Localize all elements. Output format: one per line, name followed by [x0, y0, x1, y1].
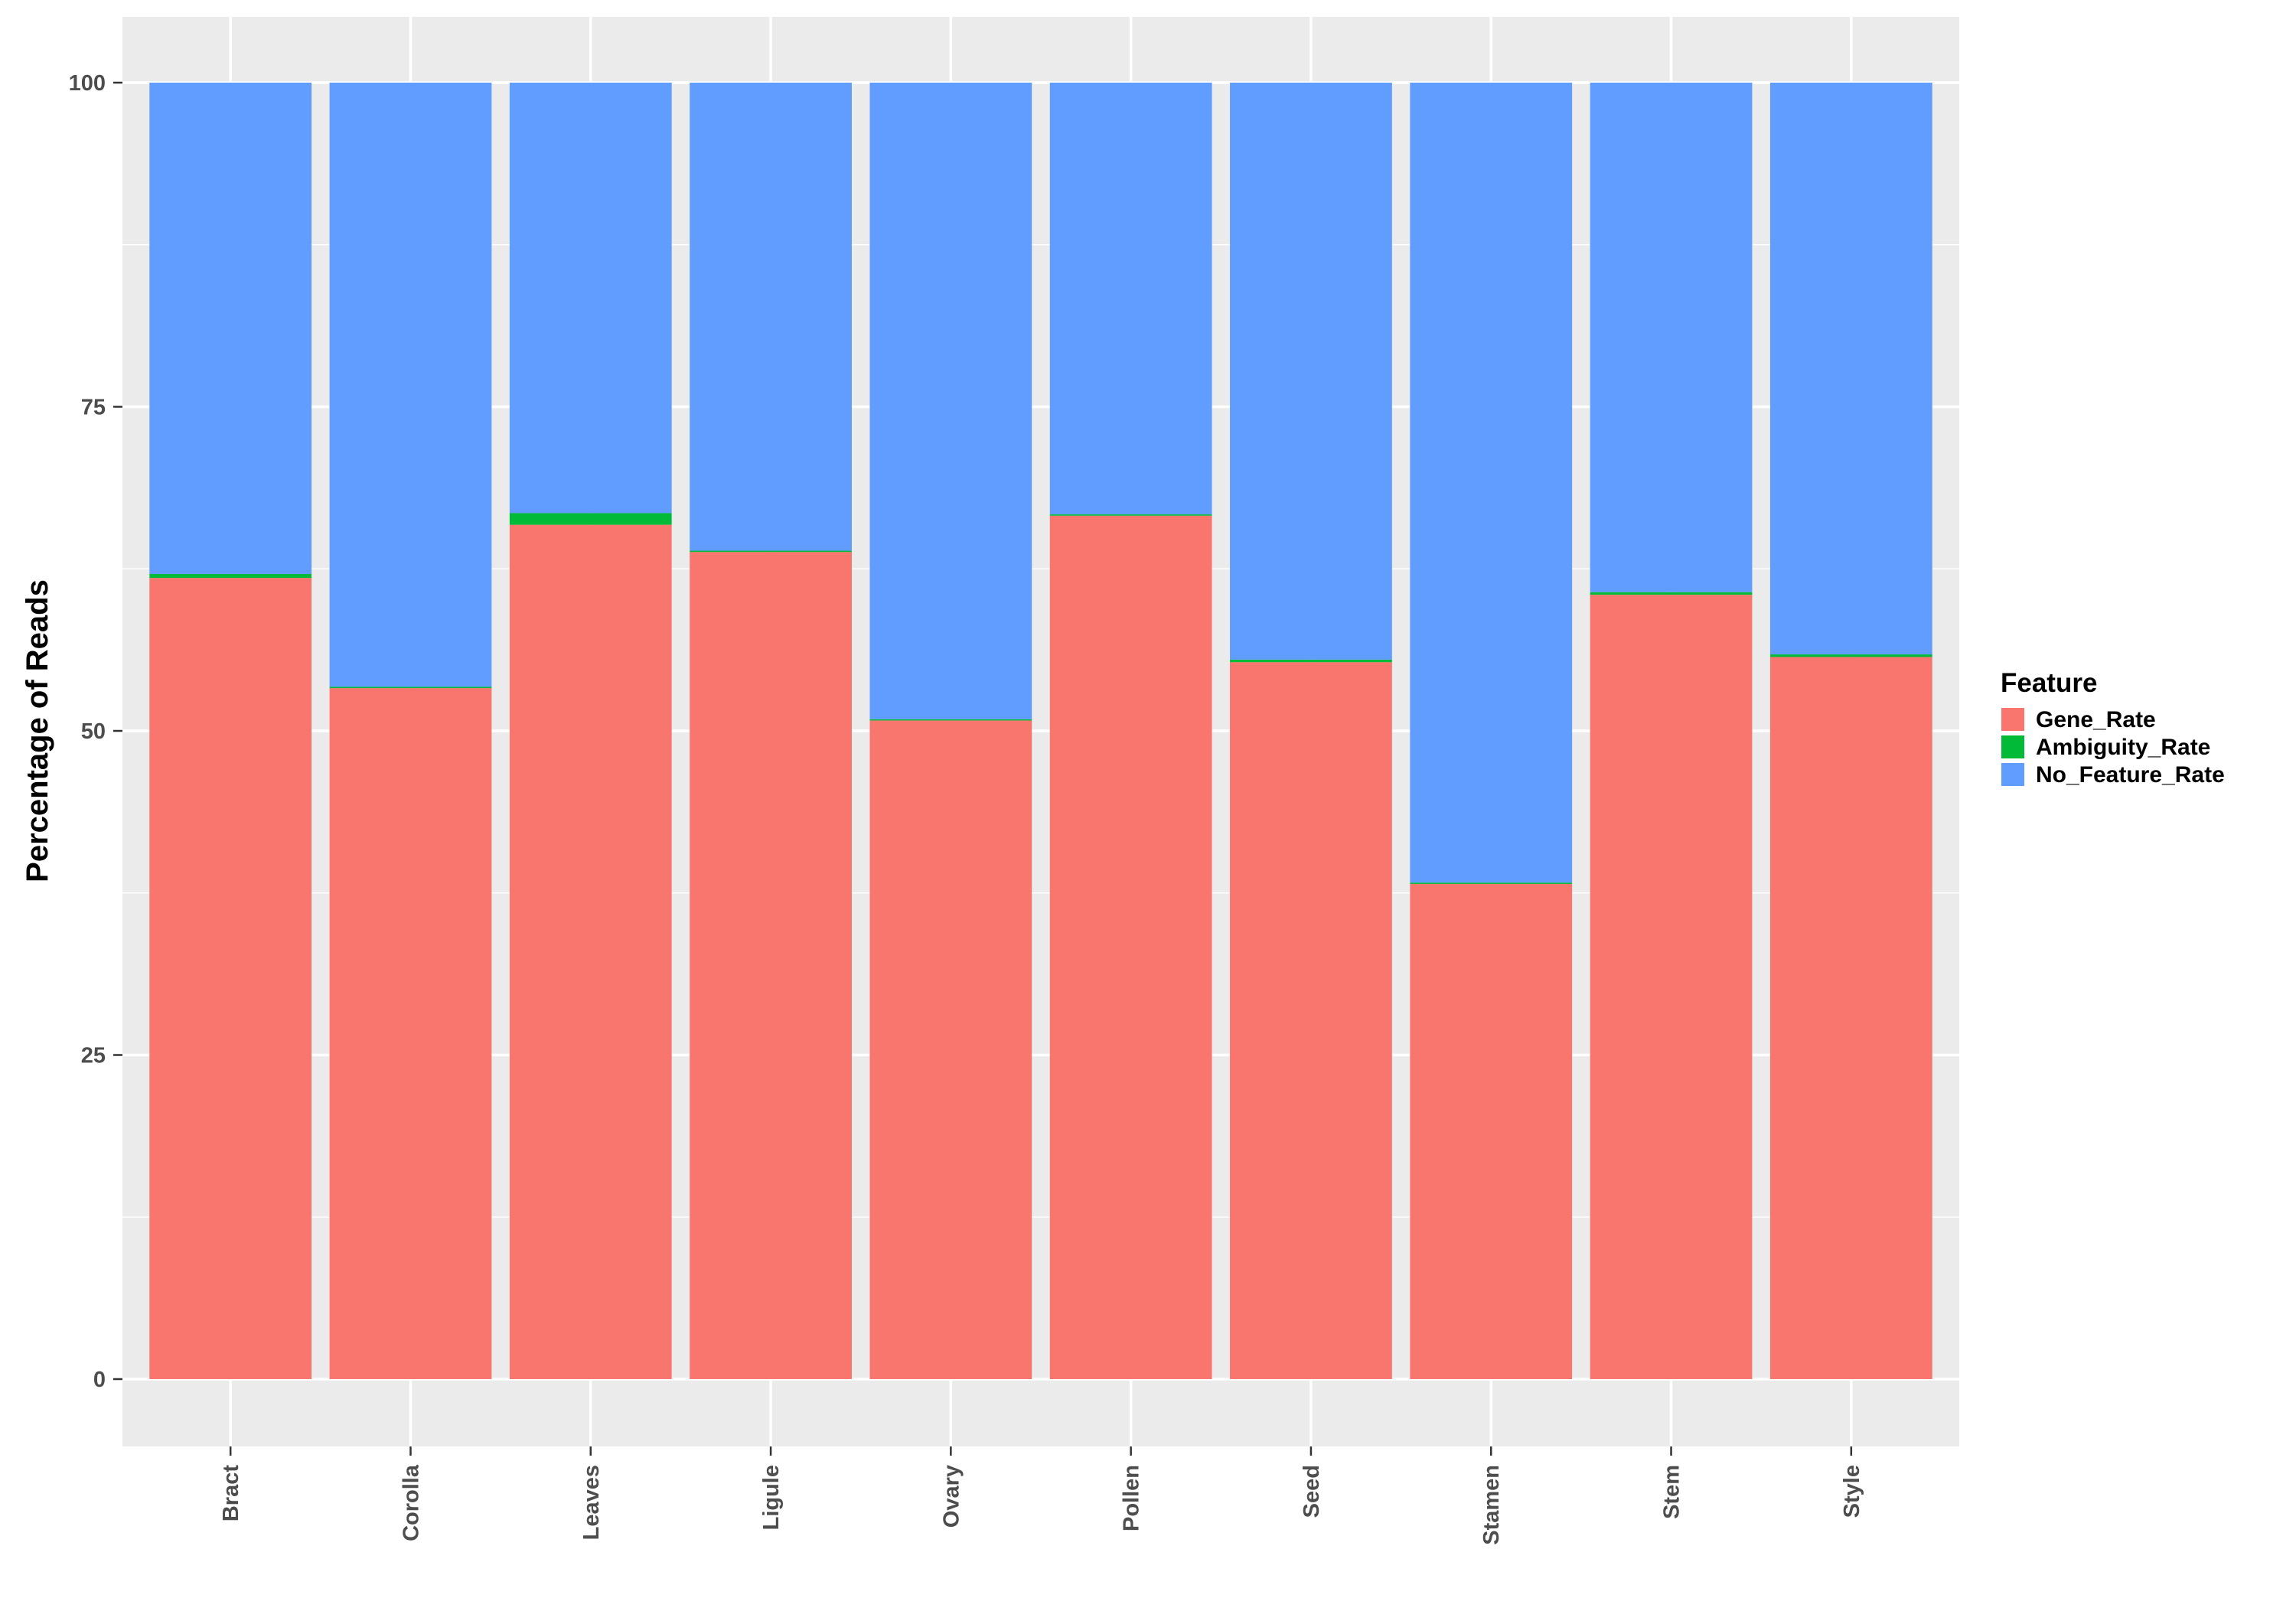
legend-key — [2000, 761, 2026, 788]
bar-segment — [690, 83, 852, 551]
bar-segment — [1049, 515, 1212, 1379]
x-tick-label: Stamen — [1479, 1465, 1504, 1545]
bar-segment — [149, 574, 312, 579]
legend-title: Feature — [2001, 668, 2097, 698]
bar-segment — [509, 524, 672, 1379]
y-tick-label: 100 — [69, 71, 106, 96]
bar-segment — [509, 513, 672, 525]
bar-segment — [149, 578, 312, 1380]
bar-segment — [869, 720, 1032, 1379]
bar-segment — [1049, 514, 1212, 516]
y-tick-label: 75 — [81, 396, 106, 420]
bar-segment — [690, 550, 852, 553]
x-tick-label: Style — [1840, 1465, 1864, 1518]
bar-segment — [869, 719, 1032, 721]
x-tick-label: Leaves — [579, 1465, 604, 1540]
bar-segment — [1769, 657, 1932, 1379]
legend-key — [2000, 734, 2026, 760]
bar-segment — [149, 83, 312, 575]
bar-segment — [1769, 654, 1932, 657]
legend-key — [2000, 706, 2026, 732]
y-axis: 0 25 50 75 100 — [69, 71, 122, 1392]
bar-segment — [1769, 83, 1932, 655]
bar-segment — [1590, 595, 1753, 1379]
bar-segment — [329, 686, 492, 689]
x-tick-label: Seed — [1300, 1465, 1324, 1518]
legend-label: Ambiguity_Rate — [2036, 735, 2210, 760]
x-axis: Bract Corolla Leaves Ligule Ovary Pollen Seed S… — [219, 1446, 1864, 1545]
bar-segment — [329, 83, 492, 687]
legend: Feature Gene_Rate Ambiguity_RateNo_Featur… — [2000, 668, 2225, 788]
bar-segment — [1230, 659, 1392, 663]
legend-label: No_Feature_Rate — [2036, 762, 2225, 788]
x-tick-label: Corolla — [399, 1464, 423, 1541]
x-tick-label: Pollen — [1120, 1465, 1144, 1531]
bar-segment — [1410, 883, 1573, 1379]
y-axis-title: Percentage of Reads — [21, 579, 54, 882]
legend-label: Gene_Rate — [2036, 707, 2156, 732]
bar-segment — [1410, 83, 1573, 883]
x-tick-label: Ovary — [939, 1465, 964, 1528]
bar-segment — [509, 83, 672, 514]
x-tick-label: Ligule — [759, 1465, 784, 1530]
bars — [149, 83, 1932, 1380]
x-tick-label: Stem — [1660, 1465, 1684, 1519]
bar-segment — [1049, 83, 1212, 515]
bar-segment — [690, 552, 852, 1379]
bar-segment — [1410, 882, 1573, 884]
bar-segment — [1590, 592, 1753, 595]
bar-segment — [1590, 83, 1753, 592]
bar-segment — [1230, 83, 1392, 660]
y-tick-label: 25 — [81, 1044, 106, 1068]
y-tick-label: 0 — [93, 1368, 106, 1392]
bar-segment — [329, 688, 492, 1379]
bar-segment — [869, 83, 1032, 719]
bar-segment — [1230, 662, 1392, 1379]
x-tick-label: Bract — [219, 1465, 243, 1521]
y-tick-label: 50 — [81, 719, 106, 744]
